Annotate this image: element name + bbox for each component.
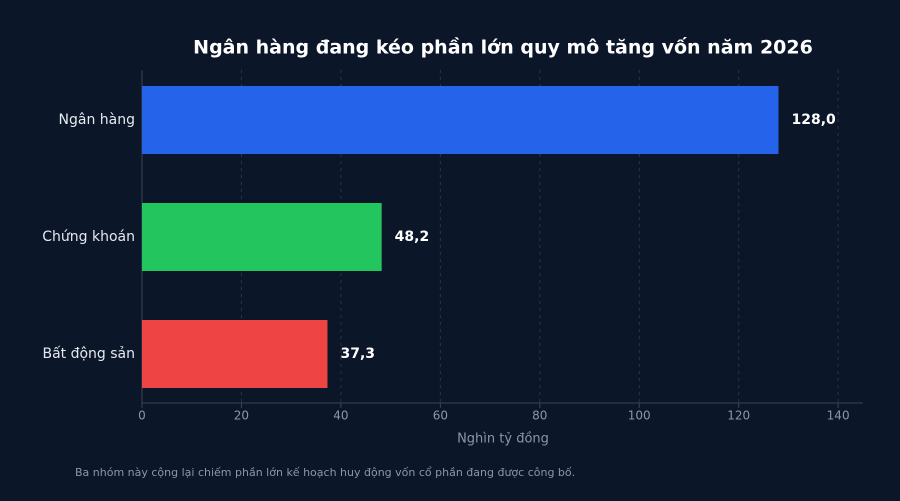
- x-tick-label: 20: [234, 409, 249, 423]
- bar: [142, 86, 779, 154]
- value-label: 37,3: [340, 346, 375, 362]
- x-tick-label: 120: [727, 409, 750, 423]
- chart-title: Ngân hàng đang kéo phần lớn quy mô tăng …: [193, 36, 813, 59]
- y-tick-label: Bất động sản: [42, 346, 135, 362]
- value-label: 48,2: [395, 229, 430, 245]
- x-tick-label: 60: [433, 409, 448, 423]
- footnote: Ba nhóm này cộng lại chiếm phần lớn kế h…: [75, 466, 575, 479]
- x-tick-label: 0: [138, 409, 146, 423]
- y-tick-label: Ngân hàng: [59, 112, 135, 128]
- value-label: 128,0: [791, 112, 836, 128]
- y-tick-label: Chứng khoán: [42, 229, 135, 245]
- x-axis-label: Nghìn tỷ đồng: [457, 432, 549, 447]
- bar: [142, 203, 382, 271]
- bar: [142, 320, 328, 388]
- x-tick-label: 140: [827, 409, 850, 423]
- x-tick-label: 80: [532, 409, 547, 423]
- x-tick-label: 40: [333, 409, 348, 423]
- x-tick-label: 100: [628, 409, 651, 423]
